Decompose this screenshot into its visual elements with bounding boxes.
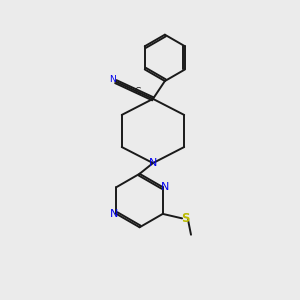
Text: N: N: [110, 75, 116, 84]
Text: N: N: [161, 182, 169, 192]
Text: N: N: [149, 158, 157, 168]
Text: N: N: [110, 209, 118, 219]
Text: C: C: [134, 87, 140, 96]
Text: S: S: [182, 212, 190, 225]
